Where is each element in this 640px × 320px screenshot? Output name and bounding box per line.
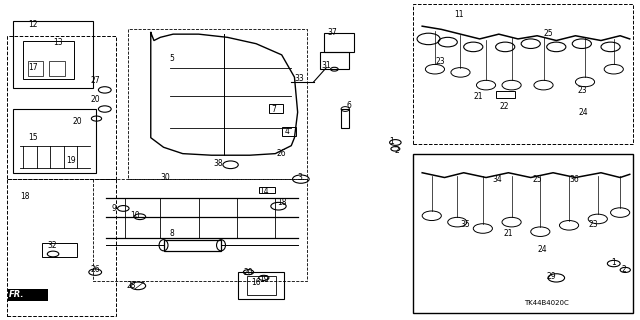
Text: 32: 32	[47, 241, 56, 250]
Text: 10: 10	[130, 211, 140, 220]
Text: 9: 9	[112, 204, 117, 213]
Text: 12: 12	[28, 20, 37, 29]
Text: 6: 6	[346, 101, 351, 110]
Bar	[28, 61, 44, 76]
Text: 36: 36	[570, 175, 579, 184]
Bar	[495, 91, 515, 98]
Text: 3: 3	[297, 173, 302, 182]
Text: 15: 15	[28, 133, 37, 142]
Text: 35: 35	[461, 220, 470, 229]
Bar	[7, 36, 116, 179]
Text: 13: 13	[53, 38, 63, 47]
Text: 21: 21	[504, 229, 513, 238]
Text: 29: 29	[547, 272, 556, 281]
Text: 37: 37	[328, 28, 338, 37]
Text: 18: 18	[277, 197, 287, 206]
Bar	[49, 61, 65, 76]
Bar	[7, 179, 116, 316]
Text: 8: 8	[170, 229, 174, 238]
Text: 1: 1	[611, 258, 616, 267]
Text: 11: 11	[454, 10, 464, 19]
Text: 23: 23	[577, 86, 587, 95]
Bar	[259, 187, 275, 194]
Text: 20: 20	[244, 268, 253, 277]
Text: 31: 31	[321, 60, 331, 69]
Bar	[238, 271, 284, 299]
Bar	[23, 41, 74, 79]
Text: 30: 30	[161, 173, 170, 182]
Bar	[269, 104, 283, 113]
Bar	[164, 240, 221, 251]
Text: 18: 18	[20, 192, 29, 201]
Text: 20: 20	[72, 117, 82, 126]
Bar	[8, 289, 48, 301]
Text: 5: 5	[170, 53, 174, 62]
Text: 2: 2	[394, 146, 399, 155]
Text: 7: 7	[271, 105, 276, 114]
Bar	[13, 21, 93, 88]
Bar	[42, 243, 77, 257]
Text: 27: 27	[90, 76, 100, 85]
Text: 20: 20	[90, 95, 100, 104]
Text: 34: 34	[493, 175, 502, 184]
Text: 24: 24	[538, 245, 547, 254]
Text: 19: 19	[259, 275, 269, 284]
Text: 33: 33	[294, 74, 305, 83]
Text: 26: 26	[277, 149, 287, 158]
Bar	[324, 33, 355, 52]
Text: 1: 1	[389, 137, 394, 146]
Text: 28: 28	[127, 281, 136, 290]
Text: 16: 16	[252, 278, 261, 287]
Text: 26: 26	[90, 265, 100, 275]
Text: 25: 25	[544, 29, 554, 38]
Bar	[13, 109, 97, 173]
Bar	[341, 109, 349, 128]
Bar	[413, 4, 633, 144]
Text: TK44B4020C: TK44B4020C	[524, 300, 569, 306]
Text: 4: 4	[284, 127, 289, 136]
Text: 22: 22	[499, 102, 509, 111]
Text: 19: 19	[66, 156, 76, 164]
Bar	[282, 127, 296, 136]
Text: 17: 17	[28, 63, 37, 72]
Bar	[320, 52, 349, 69]
Text: 21: 21	[474, 92, 483, 101]
Text: 38: 38	[213, 159, 223, 168]
Text: 23: 23	[435, 57, 445, 66]
Text: 25: 25	[532, 175, 542, 184]
Text: 14: 14	[259, 188, 269, 196]
Text: 23: 23	[589, 220, 598, 229]
Bar	[413, 154, 633, 313]
Text: 2: 2	[621, 265, 627, 275]
Bar	[246, 276, 276, 295]
Text: 24: 24	[579, 108, 588, 117]
Text: FR.: FR.	[9, 290, 24, 299]
